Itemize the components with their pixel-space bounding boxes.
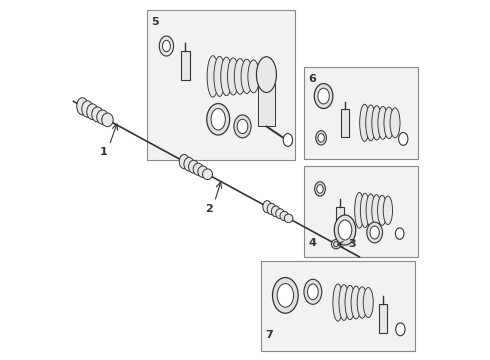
Ellipse shape	[227, 58, 239, 95]
Ellipse shape	[398, 132, 408, 145]
Ellipse shape	[366, 194, 375, 227]
Bar	[258, 75, 275, 126]
Ellipse shape	[360, 193, 369, 228]
Ellipse shape	[234, 115, 251, 138]
Text: 5: 5	[151, 17, 159, 27]
Ellipse shape	[384, 107, 394, 139]
Ellipse shape	[234, 59, 245, 94]
Ellipse shape	[184, 157, 194, 171]
Ellipse shape	[390, 108, 400, 138]
Bar	[379, 304, 387, 333]
FancyBboxPatch shape	[261, 261, 415, 351]
Ellipse shape	[276, 209, 284, 219]
Text: 2: 2	[205, 204, 213, 214]
FancyBboxPatch shape	[147, 10, 295, 160]
Ellipse shape	[372, 195, 381, 226]
Ellipse shape	[383, 196, 392, 225]
Ellipse shape	[338, 220, 352, 240]
Ellipse shape	[193, 163, 203, 175]
Ellipse shape	[82, 101, 93, 117]
Ellipse shape	[367, 222, 383, 243]
Ellipse shape	[87, 104, 98, 120]
Circle shape	[334, 242, 339, 247]
Ellipse shape	[395, 228, 404, 239]
Ellipse shape	[355, 193, 364, 228]
Ellipse shape	[280, 211, 289, 221]
Ellipse shape	[357, 287, 367, 318]
Ellipse shape	[202, 169, 213, 180]
Ellipse shape	[318, 88, 329, 104]
Ellipse shape	[334, 215, 356, 245]
Ellipse shape	[308, 284, 318, 300]
Ellipse shape	[318, 134, 324, 142]
FancyBboxPatch shape	[304, 67, 418, 158]
Ellipse shape	[360, 104, 369, 141]
Ellipse shape	[248, 60, 259, 93]
FancyBboxPatch shape	[304, 166, 418, 257]
Ellipse shape	[97, 110, 108, 124]
Ellipse shape	[102, 113, 113, 127]
Ellipse shape	[163, 40, 171, 52]
Ellipse shape	[366, 105, 376, 141]
Text: 6: 6	[308, 74, 316, 84]
Ellipse shape	[333, 284, 343, 321]
Ellipse shape	[378, 107, 388, 139]
Ellipse shape	[345, 285, 355, 320]
Ellipse shape	[241, 59, 252, 94]
Ellipse shape	[277, 284, 294, 307]
Ellipse shape	[159, 36, 173, 56]
Ellipse shape	[263, 201, 271, 213]
Bar	[336, 207, 344, 234]
Ellipse shape	[207, 56, 219, 97]
Ellipse shape	[214, 57, 225, 96]
Ellipse shape	[256, 57, 276, 93]
Text: 7: 7	[266, 330, 273, 340]
Ellipse shape	[363, 288, 373, 318]
Ellipse shape	[351, 286, 361, 319]
Bar	[342, 109, 349, 137]
Ellipse shape	[316, 131, 326, 145]
Ellipse shape	[372, 106, 382, 140]
Ellipse shape	[189, 160, 198, 173]
Ellipse shape	[317, 185, 323, 193]
Ellipse shape	[314, 84, 333, 109]
Ellipse shape	[77, 98, 88, 115]
Circle shape	[331, 239, 341, 249]
Text: 4: 4	[308, 238, 316, 248]
Ellipse shape	[271, 206, 280, 217]
Ellipse shape	[198, 166, 208, 177]
Ellipse shape	[220, 57, 232, 96]
Ellipse shape	[211, 109, 225, 130]
Ellipse shape	[272, 278, 298, 313]
Ellipse shape	[315, 182, 325, 196]
Ellipse shape	[370, 226, 379, 239]
Ellipse shape	[237, 119, 248, 134]
Bar	[181, 51, 190, 80]
Ellipse shape	[283, 134, 293, 147]
Ellipse shape	[284, 214, 293, 222]
Ellipse shape	[207, 104, 230, 135]
Text: 1: 1	[100, 148, 108, 157]
Ellipse shape	[179, 154, 189, 169]
Ellipse shape	[396, 323, 405, 336]
Ellipse shape	[92, 107, 103, 122]
Ellipse shape	[267, 203, 276, 215]
Text: 3: 3	[348, 239, 356, 249]
Ellipse shape	[377, 195, 387, 225]
Ellipse shape	[304, 279, 322, 304]
Ellipse shape	[339, 285, 349, 320]
